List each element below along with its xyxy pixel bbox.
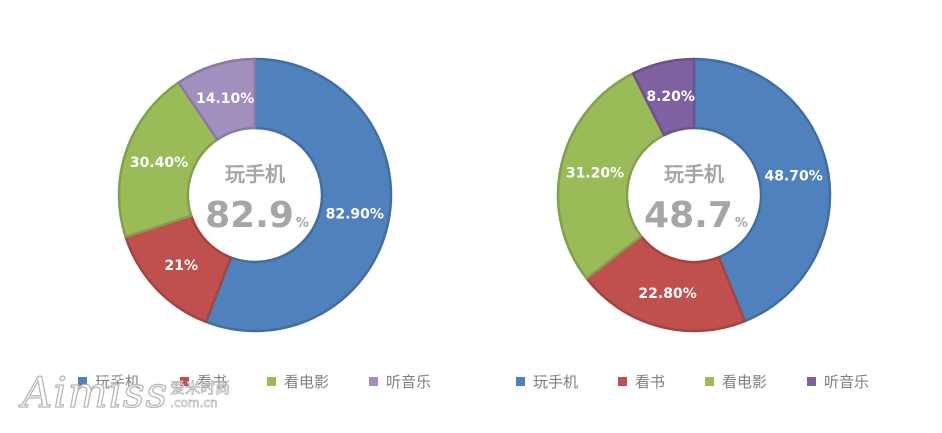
chart-2-legend-item-2: 看书: [618, 371, 665, 392]
donut-2-data-label-2: 22.80%: [638, 286, 696, 302]
legend-swatch: [618, 376, 628, 386]
legend-label: 看书: [635, 372, 666, 391]
legend-label: 看电影: [284, 372, 330, 391]
donut-2-data-label-4: 8.20%: [646, 89, 695, 105]
legend-swatch: [369, 376, 379, 386]
legend-label: 听音乐: [824, 372, 870, 391]
donut-2-slice-1: [692, 57, 832, 323]
chart-1-legend-item-2: 看书: [180, 371, 227, 392]
legend-label: 听音乐: [386, 372, 432, 391]
donut-chart-1: 82.90% 21% 30.40% 14.10% 玩手机 82.9%: [117, 57, 393, 333]
donut-2-slice-4: [631, 57, 696, 137]
legend-label: 看电影: [722, 372, 768, 391]
chart-2-legend: 玩手机 看书 看电影 听音乐: [516, 370, 909, 392]
donut-2-data-label-1: 48.70%: [764, 169, 822, 185]
donut-chart-2: 48.70% 22.80% 31.20% 8.20% 玩手机 48.7%: [556, 57, 832, 333]
donut-1-slice-3: [117, 81, 219, 239]
legend-label: 玩手机: [533, 372, 579, 391]
donut-1-center-value: 82.9%: [205, 195, 309, 236]
legend-swatch: [516, 376, 525, 386]
chart-1-legend-item-1: 玩手机: [78, 371, 140, 392]
donut-1-data-label-1: 82.90%: [326, 207, 384, 223]
chart-2-legend-item-1: 玩手机: [516, 371, 578, 392]
donut-2-center-label: 玩手机: [664, 162, 724, 186]
chart-1-legend-item-3: 看电影: [267, 371, 329, 392]
legend-label: 看书: [197, 372, 228, 391]
legend-swatch: [807, 376, 817, 386]
donut-2-slice-2: [585, 234, 747, 333]
donut-2-center-value: 48.7%: [644, 195, 748, 236]
legend-label: 玩手机: [95, 372, 141, 391]
donut-2-slice-3: [556, 72, 666, 280]
donut-1-data-label-4: 14.10%: [196, 91, 254, 107]
chart-2-legend-item-3: 看电影: [705, 371, 767, 392]
legend-swatch: [705, 376, 715, 386]
donut-1-slice-4: [177, 57, 257, 141]
chart-2-legend-item-4: 听音乐: [807, 371, 869, 392]
donut-1-center-label: 玩手机: [225, 162, 285, 186]
chart-1-legend: 玩手机 看书 看电影 听音乐: [78, 370, 471, 392]
donut-2-data-label-3: 31.20%: [566, 166, 624, 182]
legend-swatch: [267, 376, 277, 386]
legend-swatch: [180, 376, 190, 386]
donut-1-data-label-2: 21%: [165, 258, 199, 274]
donut-1-slice-1: [204, 57, 393, 333]
donut-1-data-label-3: 30.40%: [130, 155, 188, 171]
chart-1-legend-item-4: 听音乐: [369, 371, 431, 392]
legend-swatch: [78, 376, 87, 386]
